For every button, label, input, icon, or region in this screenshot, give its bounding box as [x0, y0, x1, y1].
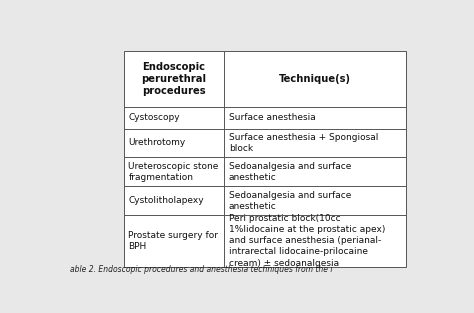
- Text: Urethrotomy: Urethrotomy: [128, 138, 185, 147]
- Text: Prostate surgery for
BPH: Prostate surgery for BPH: [128, 231, 219, 251]
- Text: Technique(s): Technique(s): [279, 74, 351, 84]
- Text: Sedoanalgesia and surface
anesthetic: Sedoanalgesia and surface anesthetic: [229, 191, 351, 211]
- Text: Peri prostatic block(10cc
1%lidocaine at the prostatic apex)
and surface anesthe: Peri prostatic block(10cc 1%lidocaine at…: [229, 214, 385, 268]
- Text: Ureteroscopic stone
fragmentation: Ureteroscopic stone fragmentation: [128, 162, 219, 182]
- Text: Cystolitholapexy: Cystolitholapexy: [128, 196, 204, 205]
- Text: Cystoscopy: Cystoscopy: [128, 113, 180, 122]
- Text: Surface anesthesia: Surface anesthesia: [229, 113, 316, 122]
- Text: able 2. Endoscopic procedures and anesthesia techniques from the i: able 2. Endoscopic procedures and anesth…: [70, 265, 333, 274]
- Text: Surface anesthesia + Spongiosal
block: Surface anesthesia + Spongiosal block: [229, 133, 378, 153]
- Bar: [124, 107, 406, 129]
- Text: Sedoanalgesia and surface
anesthetic: Sedoanalgesia and surface anesthetic: [229, 162, 351, 182]
- Text: Endoscopic
perurethral
procedures: Endoscopic perurethral procedures: [141, 62, 206, 96]
